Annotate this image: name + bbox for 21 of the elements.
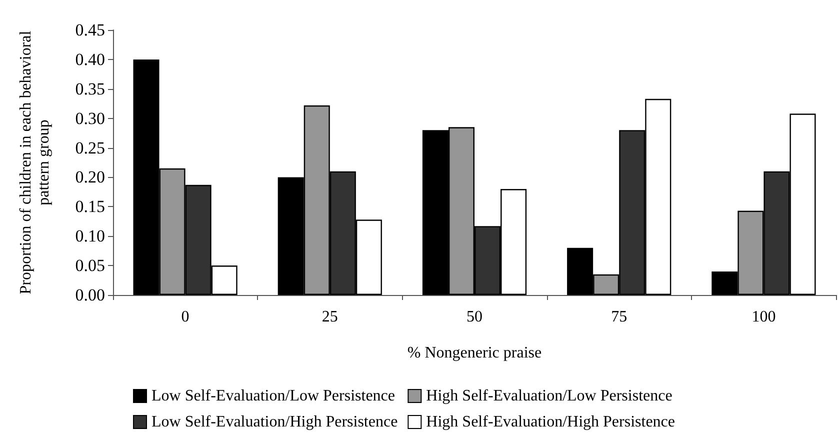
y-tick-label: 0.30 xyxy=(75,108,105,128)
legend-label: High Self-Evaluation/Low Persistence xyxy=(426,388,672,404)
x-tick-label: 0 xyxy=(181,308,190,326)
y-tick-label: 0.35 xyxy=(75,79,105,98)
x-tick-label: 50 xyxy=(466,308,482,326)
legend-label: Low Self-Evaluation/High Persistence xyxy=(152,414,398,430)
y-tick-label: 0.20 xyxy=(75,168,105,187)
y-tick-label: 0.40 xyxy=(75,50,105,69)
x-tick-label: 75 xyxy=(611,308,628,326)
x-tick-label: 100 xyxy=(752,308,776,326)
y-tick-label: 0.15 xyxy=(75,197,105,216)
y-tick-label: 0.05 xyxy=(75,256,105,276)
y-axis-title: Proportion of children in each behavioral pattern group xyxy=(18,30,52,294)
y-tick-label: 0.25 xyxy=(75,138,105,158)
y-tick-label: 0.45 xyxy=(75,20,105,40)
legend-label: Low Self-Evaluation/Low Persistence xyxy=(152,388,395,404)
legend-label: High Self-Evaluation/High Persistence xyxy=(426,414,676,430)
x-axis-title: % Nongeneric praise xyxy=(407,344,542,362)
y-tick-label: 0.00 xyxy=(75,286,105,304)
x-tick-label: 25 xyxy=(322,308,338,326)
y-tick-label: 0.10 xyxy=(75,226,105,246)
